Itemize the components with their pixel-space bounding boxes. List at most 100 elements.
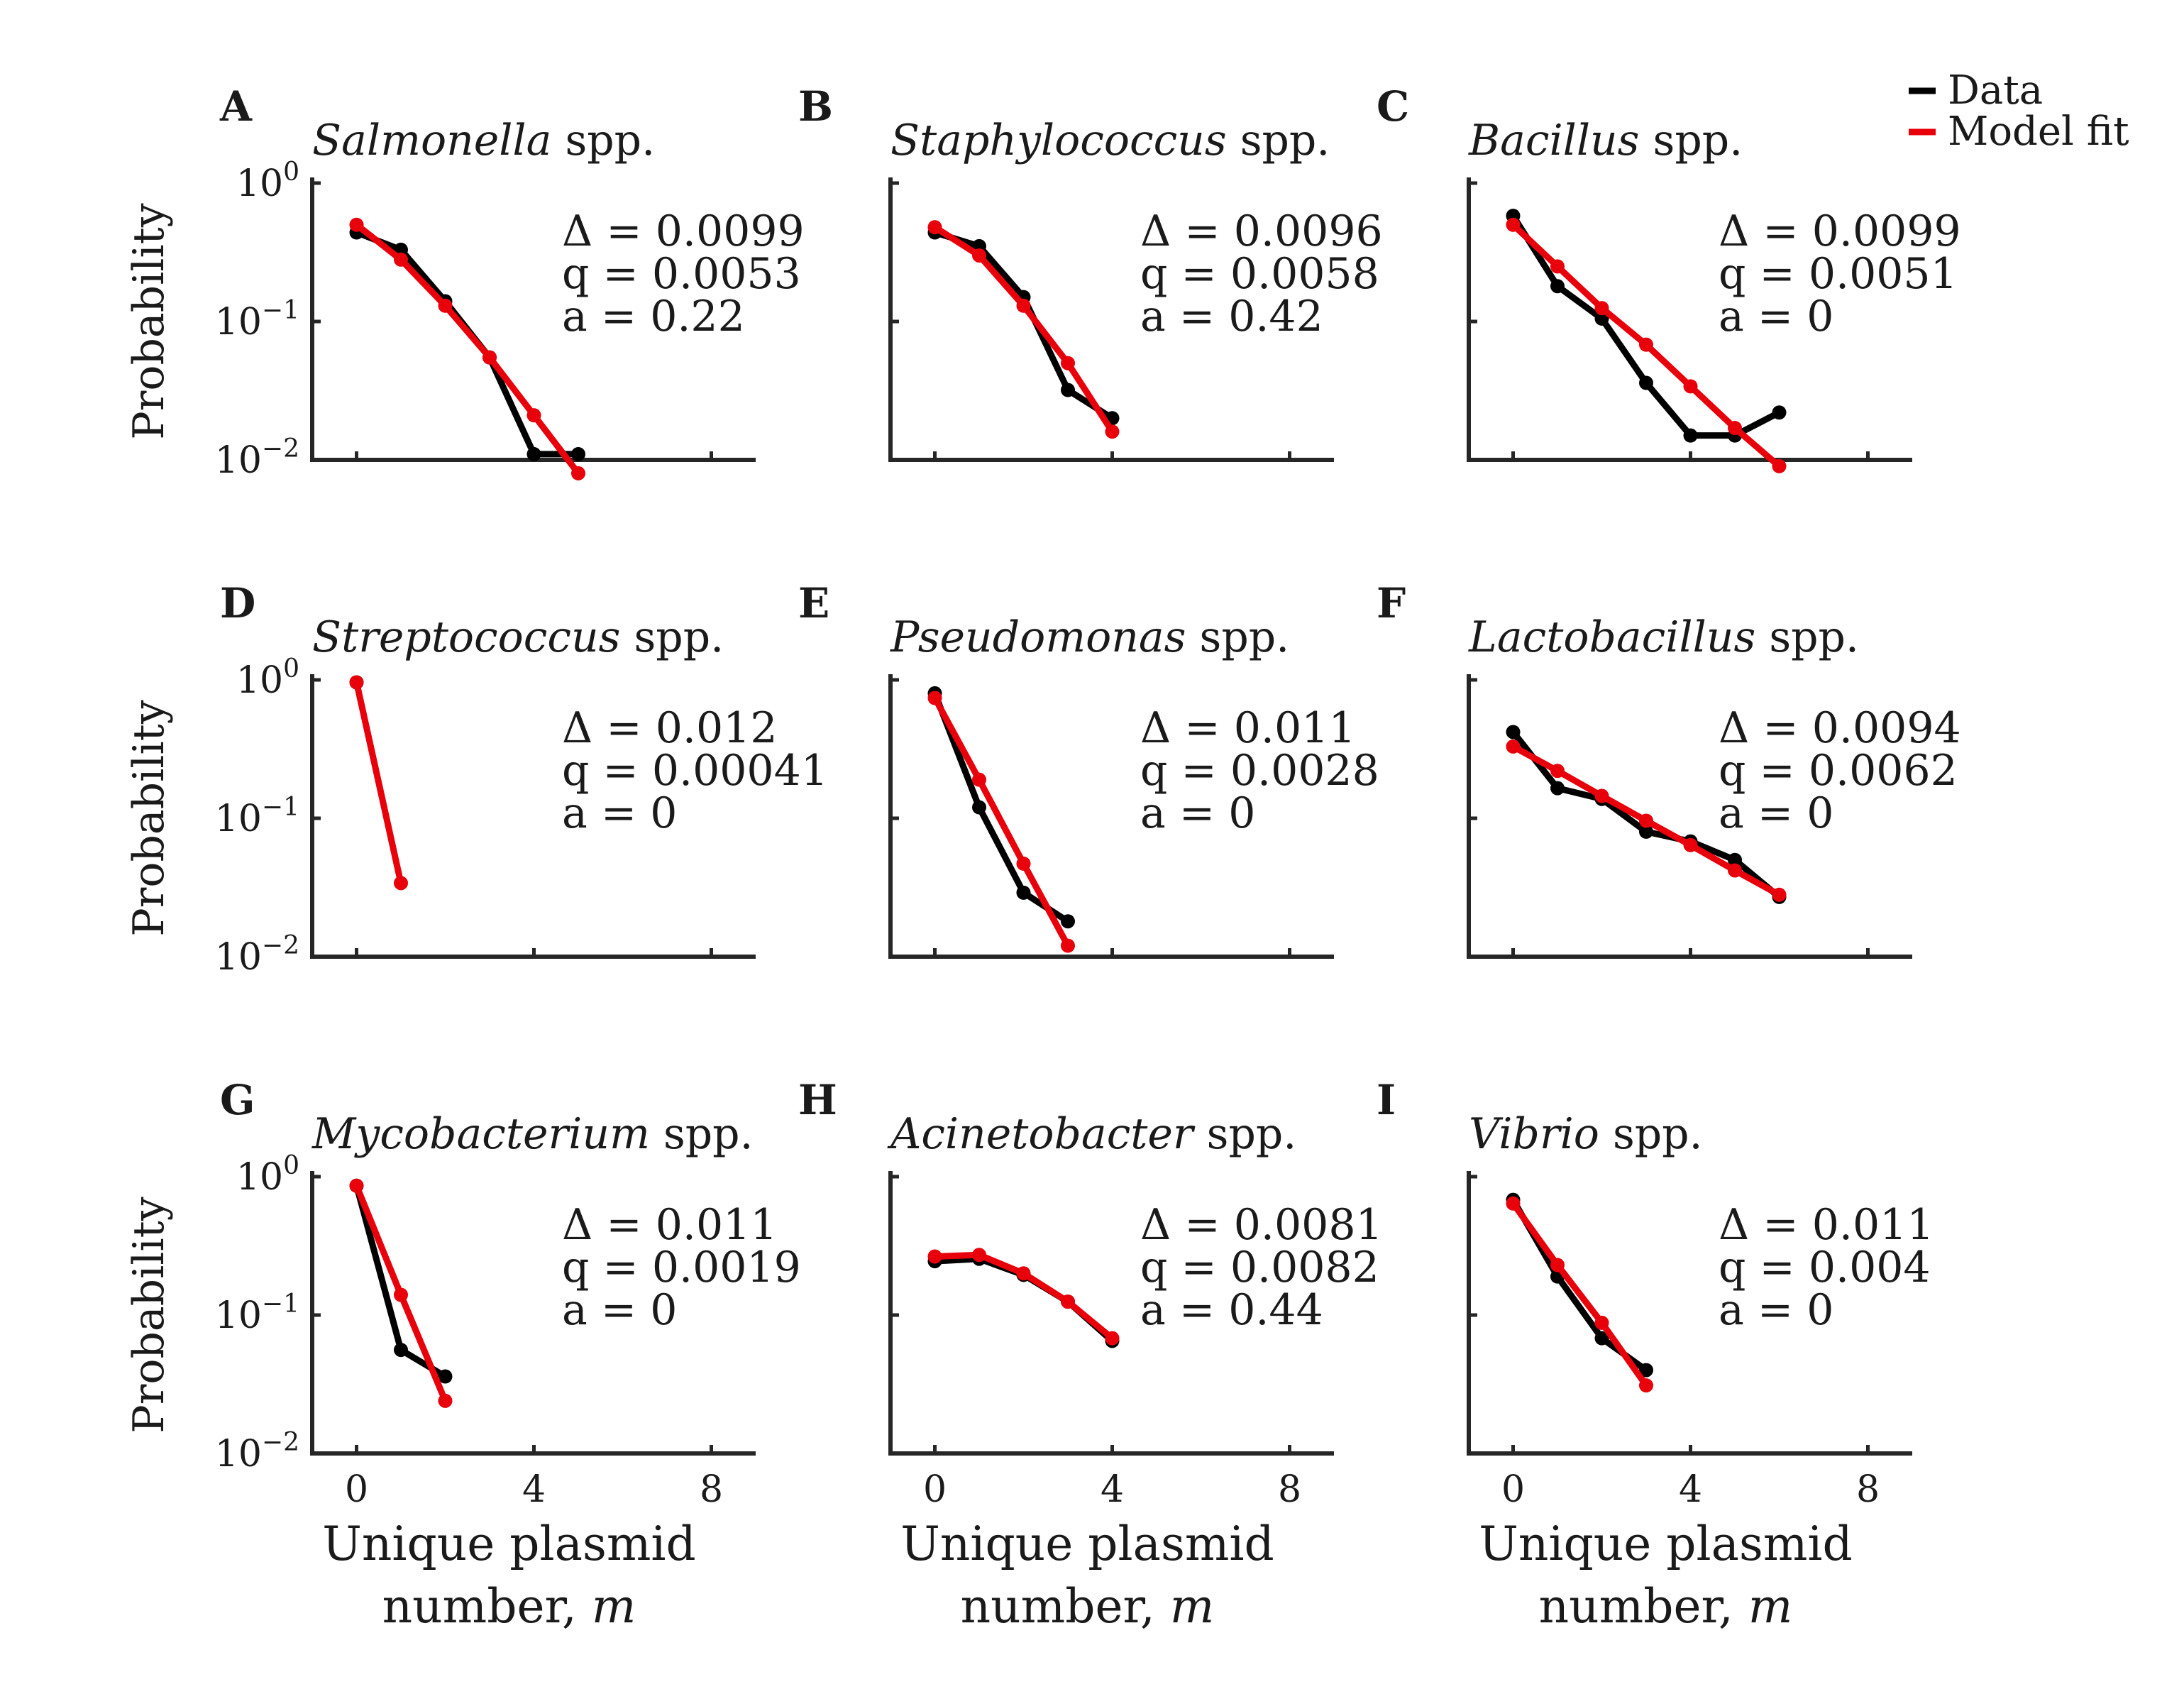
data-point-model-fit: [1550, 259, 1565, 274]
legend-label-model-fit: Model fit: [1948, 109, 2129, 155]
stat-line: Δ = 0.0094: [1719, 703, 1961, 753]
data-point-model-fit: [349, 217, 364, 232]
y-tick-label: 10−2: [215, 931, 299, 979]
panel-letter: C: [1377, 82, 1409, 131]
y-tick-base: 10: [215, 1294, 262, 1337]
panel-title: Staphylococcus spp.: [890, 116, 1330, 165]
panel-title-genus: Pseudomonas: [890, 612, 1186, 662]
panel-letter: E: [798, 579, 829, 627]
panel-title-suffix: spp.: [1193, 1109, 1297, 1159]
y-tick-label: 10−2: [215, 1428, 299, 1475]
data-point-data: [1550, 781, 1565, 796]
y-axis-label: Probability: [124, 203, 174, 439]
y-tick-exponent: −1: [262, 793, 299, 822]
stat-line: a = 0: [1719, 292, 1833, 341]
data-point-data: [1016, 885, 1031, 900]
stat-line: a = 0.42: [1140, 292, 1323, 341]
x-axis-label-prefix: number,: [1539, 1579, 1748, 1634]
panel-title-suffix: spp.: [551, 116, 655, 165]
data-point-data: [1061, 914, 1075, 929]
y-tick-label: 100: [236, 654, 299, 702]
stat-line: a = 0: [562, 1285, 677, 1335]
data-point-model-fit: [1506, 739, 1521, 754]
stat-line: q = 0.0019: [562, 1243, 801, 1292]
data-point-data: [1639, 1363, 1653, 1378]
series-line-data: [1510, 1197, 1650, 1374]
data-point-model-fit: [1550, 1258, 1565, 1272]
series-line-data: [932, 690, 1071, 925]
data-point-model-fit: [1506, 1196, 1521, 1211]
panel-title: Acinetobacter spp.: [887, 1109, 1296, 1159]
data-point-model-fit: [482, 350, 497, 365]
panel-title-genus: Salmonella: [312, 116, 551, 165]
y-tick-exponent: 0: [283, 654, 299, 683]
y-tick-base: 10: [236, 1156, 283, 1199]
panel-title-suffix: spp.: [1186, 612, 1289, 662]
stat-line: a = 0.44: [1140, 1285, 1323, 1335]
data-point-model-fit: [1728, 863, 1742, 878]
data-point-data: [972, 800, 986, 815]
panel-title-suffix: spp.: [620, 612, 724, 662]
y-tick-label: 10−2: [215, 434, 299, 482]
stat-line: Δ = 0.011: [1719, 1200, 1934, 1250]
data-point-model-fit: [438, 1393, 453, 1408]
y-axis-label: Probability: [124, 1197, 174, 1433]
panel-letter: B: [798, 82, 833, 131]
stat-line: q = 0.004: [1719, 1243, 1931, 1292]
x-axis-label-line2: number, m: [382, 1579, 636, 1634]
x-tick-label: 8: [700, 1468, 723, 1511]
y-tick-exponent: 0: [283, 158, 299, 187]
data-point-model-fit: [1105, 1331, 1120, 1346]
data-point-model-fit: [1594, 788, 1609, 803]
data-point-data: [438, 1369, 453, 1384]
legend-label-data: Data: [1948, 67, 2043, 114]
data-point-model-fit: [438, 298, 453, 313]
data-point-model-fit: [1061, 356, 1075, 370]
y-tick-base: 10: [215, 439, 262, 482]
panel-letter: H: [798, 1076, 837, 1124]
legend: Data Model fit: [1909, 67, 2129, 155]
y-tick-exponent: −2: [262, 931, 299, 960]
x-tick-label: 0: [345, 1468, 368, 1511]
series-line-model-fit: [353, 678, 404, 886]
data-point-model-fit: [1061, 1294, 1075, 1309]
panel-title: Bacillus spp.: [1468, 116, 1743, 165]
x-axis-label-prefix: number,: [382, 1579, 592, 1634]
data-point-data: [1061, 383, 1075, 397]
y-axis-label: Probability: [124, 700, 174, 936]
stat-line: Δ = 0.0099: [562, 207, 805, 256]
stat-line: q = 0.0058: [1140, 249, 1379, 299]
data-point-model-fit: [1061, 938, 1075, 953]
x-tick-label: 4: [1101, 1468, 1124, 1511]
data-point-data: [1772, 405, 1787, 420]
x-axis-label-line1: Unique plasmid: [1479, 1517, 1853, 1571]
panel-title-suffix: spp.: [1227, 116, 1330, 165]
data-point-model-fit: [972, 772, 986, 787]
stat-line: a = 0: [1719, 1285, 1833, 1335]
data-point-model-fit: [1772, 458, 1787, 473]
panel-letter: D: [220, 579, 255, 627]
y-tick-base: 10: [236, 659, 283, 702]
x-tick-label: 8: [1278, 1468, 1301, 1511]
data-point-model-fit: [1639, 1378, 1653, 1393]
data-point-model-fit: [1683, 837, 1698, 852]
data-point-data: [1683, 428, 1698, 443]
y-tick-exponent: −1: [262, 1290, 299, 1319]
panel-title-genus: Acinetobacter: [887, 1109, 1196, 1159]
data-point-model-fit: [1016, 1266, 1031, 1281]
data-point-data: [1550, 279, 1565, 294]
data-point-model-fit: [526, 408, 541, 423]
data-point-data: [1639, 375, 1653, 390]
x-axis-label-prefix: number,: [961, 1579, 1170, 1634]
panel-letter: F: [1377, 579, 1406, 627]
stat-line: Δ = 0.0096: [1140, 207, 1383, 256]
series-line-model-fit: [353, 221, 582, 477]
data-point-data: [1506, 725, 1521, 739]
y-tick-base: 10: [215, 1433, 262, 1475]
x-axis-label-line1: Unique plasmid: [322, 1517, 696, 1571]
